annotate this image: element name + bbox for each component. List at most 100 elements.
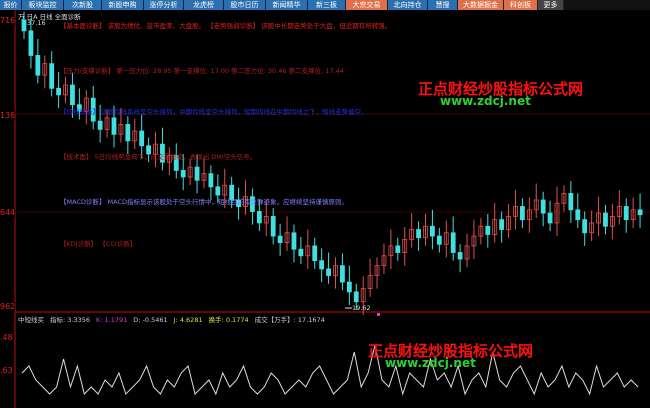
candle-body: [513, 206, 518, 217]
candle-body: [464, 245, 470, 260]
candle-body: [243, 196, 248, 207]
candle-body: [70, 84, 75, 106]
candle-body: [492, 219, 498, 235]
candle-body: [520, 206, 525, 221]
candle-body: [229, 184, 235, 201]
candle-body: [166, 155, 172, 163]
menu-item[interactable]: 新股申购: [102, 0, 144, 10]
menu-item[interactable]: 大宗交易: [346, 0, 388, 10]
indicator-label: J:: [173, 316, 180, 324]
menu-item[interactable]: 龙虎榜: [184, 0, 224, 10]
candle-body: [236, 199, 241, 207]
candle-body: [333, 265, 338, 276]
menu-item[interactable]: 新三板: [308, 0, 346, 10]
candle-body: [326, 268, 331, 276]
axis-tick-label: 644: [0, 208, 16, 217]
candle-body: [568, 192, 574, 211]
diagnosis-text: 【均线诊断】 该股均线系统呈空头排列，中期均线呈空头排列，短期均线在中期均线之下…: [60, 108, 368, 116]
watermark-title: 正点财经炒股指标公式网: [368, 342, 534, 360]
menu-item[interactable]: 北向持仓: [388, 0, 428, 10]
candle-body: [630, 209, 636, 221]
candle-body: [21, 19, 27, 32]
marker: [377, 313, 380, 316]
candle-body: [56, 87, 62, 96]
watermark-title: 正点财经炒股指标公式网: [418, 80, 584, 98]
menu-item[interactable]: 大数据掘金: [458, 0, 504, 10]
candle-body: [381, 255, 387, 267]
kline-chart[interactable]: [0, 10, 650, 408]
candle-body: [443, 232, 449, 245]
indicator-value: 0.1774: [225, 316, 249, 324]
indicator-value: 4.6281: [179, 316, 203, 324]
menu-item[interactable]: 科创板: [504, 0, 538, 10]
watermark-url: www.zdcj.net: [440, 94, 531, 108]
candle-body: [208, 173, 214, 188]
candle-body: [187, 166, 193, 178]
axis-tick-label: 138: [0, 111, 16, 120]
candle-body: [63, 84, 68, 96]
candle-body: [367, 275, 373, 290]
indicator-value: 3.3356: [67, 316, 91, 324]
candle-body: [263, 215, 269, 224]
candle-body: [125, 124, 131, 142]
menu-item[interactable]: 慧搜: [428, 0, 458, 10]
candle-body: [35, 55, 41, 76]
menu-item[interactable]: 更多: [538, 0, 564, 10]
candle-body: [104, 117, 110, 130]
menu-item[interactable]: 次新股: [64, 0, 102, 10]
diagnosis-text: 【压力/支撑诊断】 第一压力位: 28.95 第一支撑位: 17.00 第二压力…: [60, 67, 344, 75]
candle-body: [637, 209, 643, 216]
candle-body: [416, 229, 421, 239]
menu-item[interactable]: 涨停分析: [144, 0, 184, 10]
axis-tick-label: 962: [0, 302, 16, 311]
candle-body: [277, 235, 283, 244]
top-menu: 报价 板块监控 次新股 新股申购 涨停分析 龙虎榜 股市日历 新闻精华 新三板 大宗交易 北向持仓慧…: [0, 0, 650, 10]
candle-body: [402, 238, 408, 253]
candle-body: [111, 117, 117, 135]
diagnosis-text: 【基本面诊断】 该股为绩优、蓝市盈率、大盘股。 【走势强弱诊断】 该股中长期走势…: [60, 22, 392, 30]
candle-body: [250, 196, 255, 212]
diagnosis-text: 【MACD诊断】 MACD指标显示该股处于空头行情中，短线目前有反弹迹象，应继续…: [60, 198, 349, 206]
candle-body: [270, 215, 276, 237]
indicator-label: 指标:: [50, 316, 68, 324]
candle-body: [395, 245, 401, 253]
candle-body: [423, 225, 428, 239]
menu-item[interactable]: 报价: [0, 0, 22, 10]
candle-body: [471, 235, 477, 247]
axis-tick-label: 716: [0, 16, 16, 25]
menu-item[interactable]: 新闻精华: [266, 0, 308, 10]
candle-body: [90, 97, 96, 122]
candle-body: [388, 245, 394, 257]
candle-body: [298, 248, 304, 257]
candle-body: [132, 130, 138, 142]
candle-body: [478, 225, 484, 237]
candle-body: [291, 232, 297, 250]
candle-body: [201, 173, 207, 181]
candle-body: [485, 225, 491, 235]
menu-item[interactable]: 股市日历: [224, 0, 266, 10]
candle-body: [222, 184, 228, 196]
indicator-label: D:: [133, 316, 143, 324]
candle-body: [596, 212, 601, 224]
candle-body: [374, 265, 380, 276]
candle-body: [526, 209, 532, 221]
candle-body: [582, 219, 588, 234]
indicator-label: 换手:: [208, 316, 226, 324]
candle-body: [28, 30, 34, 56]
high-price-label: 37.16: [27, 19, 46, 27]
candle-body: [575, 209, 581, 221]
candle-body: [623, 206, 629, 221]
candle-body: [450, 232, 456, 253]
candle-body: [319, 260, 325, 270]
indicator-legend: 中短线买 指标: 3.3356 K: 1.1791 D: -0.5461 J: 4.62…: [18, 314, 331, 324]
candle-body: [616, 206, 622, 217]
low-price-label: 19.62: [352, 304, 371, 312]
chart-title: 万 日A 日线 全面诊断: [18, 13, 81, 21]
candle-body: [554, 202, 560, 224]
candle-body: [547, 212, 553, 224]
candle-body: [284, 232, 290, 244]
candle-body: [409, 229, 415, 240]
candle-body: [436, 235, 442, 245]
indicator-value: -0.5461: [142, 316, 168, 324]
menu-item[interactable]: 板块监控: [22, 0, 64, 10]
